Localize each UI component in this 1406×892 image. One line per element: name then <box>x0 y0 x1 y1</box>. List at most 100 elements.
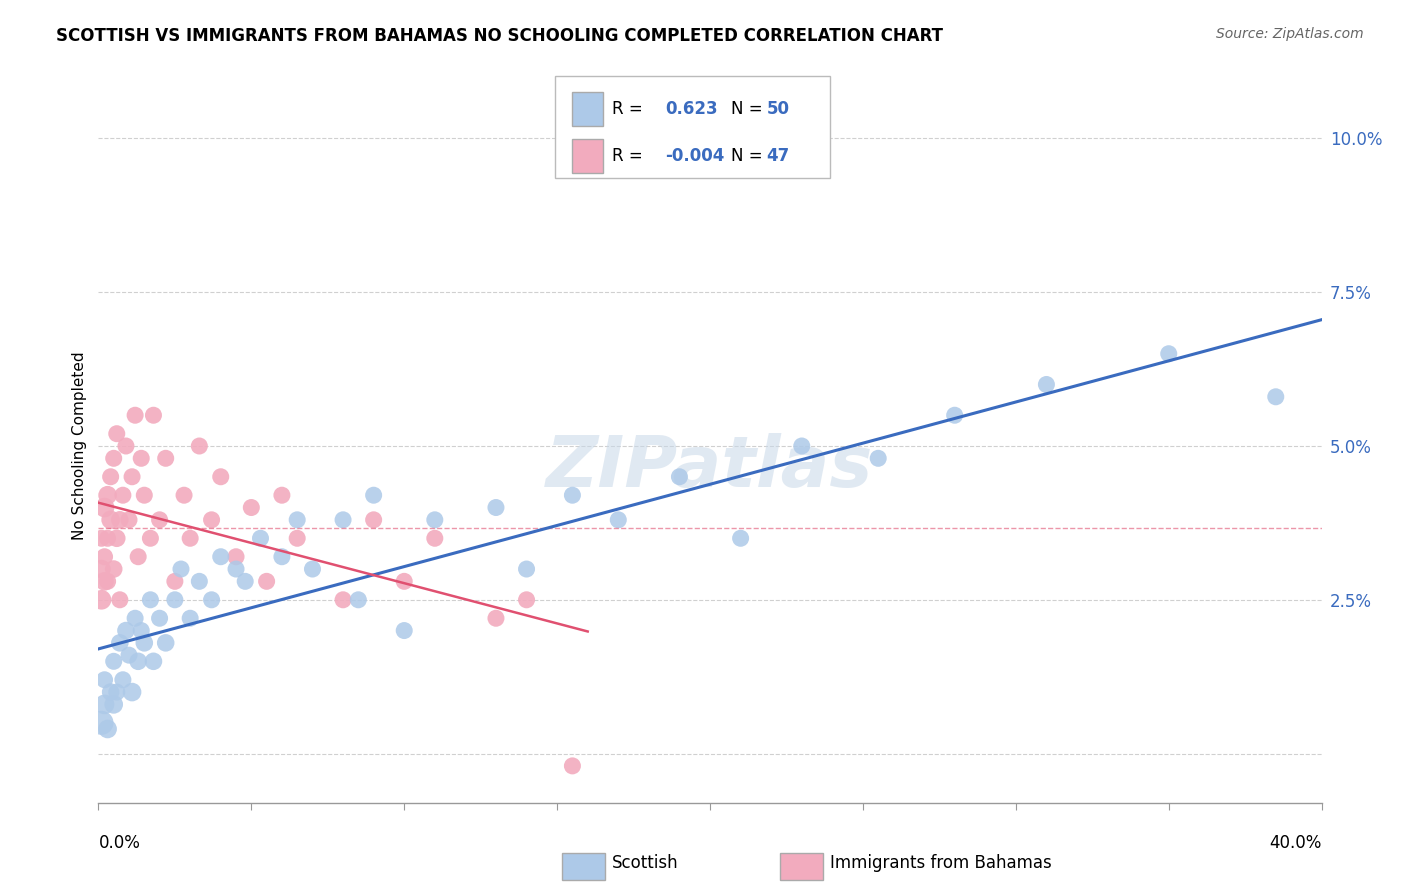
Point <box>134 488 156 502</box>
Point <box>188 574 211 589</box>
Point <box>103 654 125 668</box>
Text: Immigrants from Bahamas: Immigrants from Bahamas <box>830 855 1052 872</box>
Text: 0.623: 0.623 <box>665 100 717 118</box>
Point <box>100 469 122 483</box>
Point <box>111 673 134 687</box>
Text: -0.004: -0.004 <box>665 147 724 165</box>
Point <box>485 611 508 625</box>
Point <box>93 698 115 712</box>
Point <box>139 531 162 545</box>
Point <box>233 574 256 589</box>
Point <box>423 531 446 545</box>
Point <box>790 439 813 453</box>
Text: Source: ZipAtlas.com: Source: ZipAtlas.com <box>1216 27 1364 41</box>
Point <box>90 592 112 607</box>
Point <box>163 574 186 589</box>
Point <box>90 531 112 545</box>
Point <box>103 562 125 576</box>
Point <box>256 574 278 589</box>
Text: N =: N = <box>731 100 762 118</box>
Point <box>139 592 162 607</box>
Point <box>129 451 152 466</box>
Point <box>149 611 172 625</box>
Point <box>115 439 138 453</box>
Point <box>188 439 211 453</box>
Point <box>179 611 201 625</box>
Point <box>118 648 141 662</box>
Point <box>668 469 690 483</box>
Point <box>225 549 247 564</box>
Point <box>108 513 131 527</box>
Point <box>111 488 134 502</box>
Point <box>485 500 508 515</box>
Point <box>105 531 128 545</box>
Point <box>121 469 143 483</box>
Point <box>155 636 177 650</box>
Point <box>93 549 115 564</box>
Point <box>149 513 172 527</box>
Point <box>93 673 115 687</box>
Point <box>105 685 128 699</box>
Point <box>1157 347 1180 361</box>
Point <box>108 636 131 650</box>
Text: 0.0%: 0.0% <box>98 834 141 852</box>
Point <box>97 574 120 589</box>
Point <box>93 574 115 589</box>
Point <box>363 513 385 527</box>
Text: Scottish: Scottish <box>612 855 678 872</box>
Point <box>225 562 247 576</box>
Text: 50: 50 <box>766 100 789 118</box>
Point <box>249 531 271 545</box>
Point <box>170 562 193 576</box>
Text: R =: R = <box>612 147 643 165</box>
Point <box>347 592 370 607</box>
Point <box>1035 377 1057 392</box>
Point <box>155 451 177 466</box>
Point <box>90 562 112 576</box>
Point <box>142 654 165 668</box>
Text: R =: R = <box>612 100 643 118</box>
Point <box>240 500 263 515</box>
Point <box>270 488 292 502</box>
Text: ZIPatlas: ZIPatlas <box>547 433 873 502</box>
Point <box>163 592 186 607</box>
Point <box>134 636 156 650</box>
Point <box>209 469 232 483</box>
Point <box>1264 390 1286 404</box>
Text: 47: 47 <box>766 147 790 165</box>
Point <box>100 513 122 527</box>
Point <box>103 698 125 712</box>
Point <box>392 624 416 638</box>
Point <box>516 562 538 576</box>
Point <box>607 513 630 527</box>
Point <box>561 488 583 502</box>
Point <box>124 611 146 625</box>
Point <box>97 722 120 736</box>
Point <box>118 513 141 527</box>
Point <box>516 592 538 607</box>
Point <box>142 409 165 423</box>
Point <box>127 654 149 668</box>
Point <box>105 426 128 441</box>
Y-axis label: No Schooling Completed: No Schooling Completed <box>72 351 87 541</box>
Point <box>332 513 354 527</box>
Point <box>943 409 966 423</box>
Point <box>129 624 152 638</box>
Point <box>200 592 222 607</box>
Text: SCOTTISH VS IMMIGRANTS FROM BAHAMAS NO SCHOOLING COMPLETED CORRELATION CHART: SCOTTISH VS IMMIGRANTS FROM BAHAMAS NO S… <box>56 27 943 45</box>
Point <box>121 685 143 699</box>
Point <box>730 531 752 545</box>
Point <box>97 488 120 502</box>
Point <box>301 562 323 576</box>
Point <box>90 715 112 730</box>
Text: N =: N = <box>731 147 762 165</box>
Point <box>868 451 890 466</box>
Point <box>270 549 292 564</box>
Point <box>423 513 446 527</box>
Point <box>97 531 120 545</box>
Point <box>363 488 385 502</box>
Point <box>561 759 583 773</box>
Point <box>285 531 308 545</box>
Text: 40.0%: 40.0% <box>1270 834 1322 852</box>
Point <box>332 592 354 607</box>
